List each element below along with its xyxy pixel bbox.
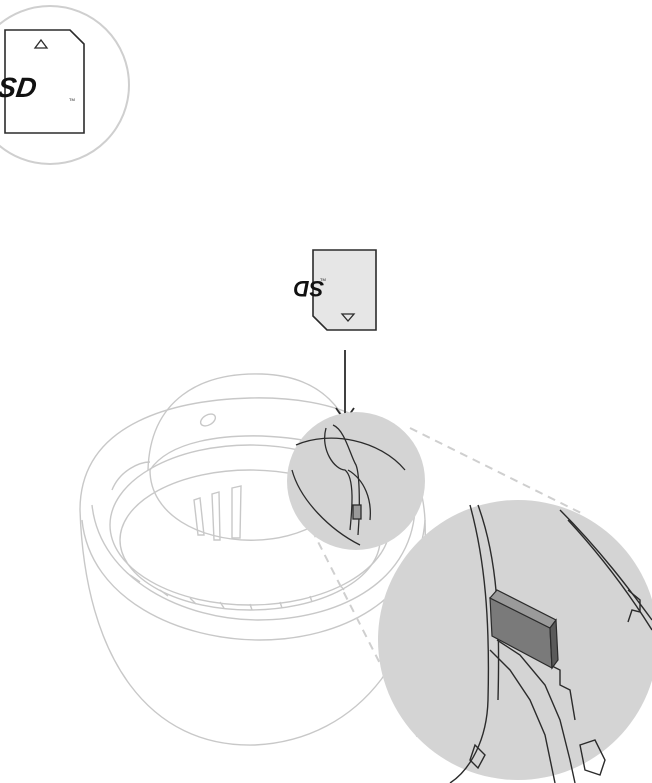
slot-small-zoom [287, 412, 425, 550]
bowl-rim-inner [91, 504, 416, 621]
teeth-ring [129, 574, 345, 611]
sd-card-reference-icon [4, 29, 85, 134]
triangle-down-icon [340, 313, 356, 322]
slot-large-zoom [378, 500, 652, 783]
bottom-clip [579, 739, 606, 776]
sd-card-reference-callout: SD TM [0, 5, 130, 165]
vent-slot-3 [231, 485, 242, 539]
sd-logo-insert: SD [293, 276, 324, 301]
housing-curve-right [559, 509, 652, 621]
reference-circle [0, 5, 130, 165]
insertion-arrow-icon [335, 350, 355, 423]
sd-logo-reference: SD [0, 72, 39, 103]
sd-trademark-insert: TM [320, 277, 326, 282]
inner-wall-2 [489, 649, 556, 783]
sd-card-in-slot [489, 589, 559, 670]
triangle-up-icon [33, 38, 49, 49]
bottom-left-clip [469, 743, 486, 770]
sd-card-insert: SD TM [293, 249, 377, 331]
inner-wall [496, 639, 576, 783]
vent-slot-1 [193, 497, 205, 536]
housing-curve-right-2 [567, 519, 652, 631]
dome-hole [199, 413, 217, 427]
small-zoom-circle [287, 412, 425, 550]
clip-right [627, 589, 641, 623]
sd-trademark-reference: TM [69, 97, 75, 102]
slot-bracket [549, 664, 576, 721]
sd-card-insert-icon [312, 249, 377, 331]
vent-slot-2 [211, 491, 221, 541]
